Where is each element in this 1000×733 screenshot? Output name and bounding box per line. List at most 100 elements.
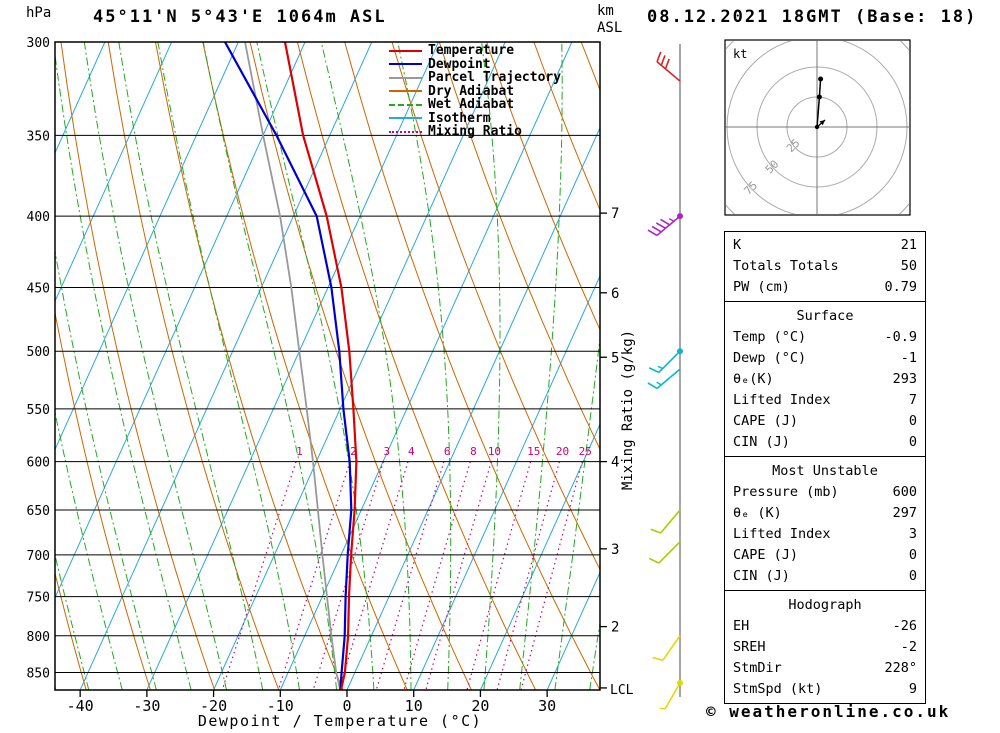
svg-text:10: 10 (488, 445, 501, 458)
pressure-tick-labels: 300 350 400 450 500 550 600 650 700 750 800 850 (27, 36, 50, 681)
svg-text:550: 550 (27, 403, 50, 418)
svg-text:10: 10 (405, 697, 423, 715)
svg-text:350: 350 (27, 129, 50, 144)
table-row-value: -0.9 (884, 329, 917, 345)
table-row-value: -26 (892, 618, 917, 634)
table-section: Surface Temp (°C) -0.9 Dewp (°C) -1 θₑ(K) 293 L… (724, 301, 926, 457)
table-section-header: Surface (796, 308, 854, 324)
table-row-value: -2 (900, 639, 917, 655)
legend-item-isotherm: Isotherm (389, 112, 561, 125)
svg-text:-20: -20 (200, 697, 227, 715)
wet-adiabat-lines (55, 42, 600, 690)
lcl-label: LCL (610, 683, 634, 698)
x-axis-label: Dewpoint / Temperature (°C) (197, 712, 483, 730)
legend-item-dewpoint: Dewpoint (389, 58, 561, 71)
svg-text:800: 800 (27, 630, 50, 645)
legend-label: Isotherm (428, 110, 491, 126)
legend-swatch (389, 130, 422, 133)
svg-text:3: 3 (383, 445, 390, 458)
table-row-label: θₑ (K) (733, 505, 782, 521)
svg-text:25: 25 (579, 445, 592, 458)
table-section: Most Unstable Pressure (mb) 600 θₑ (K) 297 Li… (724, 456, 926, 591)
legend-label: Dry Adiabat (428, 83, 515, 99)
legend-item-wet-adiabat: Wet Adiabat (389, 98, 561, 111)
table-row-label: Lifted Index (733, 526, 831, 542)
svg-text:300: 300 (27, 36, 50, 51)
svg-text:1: 1 (296, 445, 303, 458)
legend-label: Temperature (428, 43, 515, 58)
table-section: K 21 Totals Totals 50 PW (cm) 0.79 (724, 231, 926, 302)
table-row: θₑ(K) 293 (725, 369, 925, 390)
table-row: Pressure (mb) 600 (725, 482, 925, 503)
altitude-axis-unit-km: km (597, 3, 614, 19)
indices-table: K 21 Totals Totals 50 PW (cm) 0.79 Surface Temp… (724, 231, 926, 704)
table-row-label: Temp (°C) (733, 329, 807, 345)
table-row: Temp (°C) -0.9 (725, 327, 925, 348)
table-row-value: 293 (892, 371, 917, 387)
table-row: CAPE (J) 0 (725, 411, 925, 432)
svg-text:30: 30 (538, 697, 556, 715)
table-row: CAPE (J) 0 (725, 545, 925, 566)
legend-swatch (389, 117, 422, 119)
svg-text:15: 15 (527, 445, 540, 458)
table-row-label: EH (733, 618, 750, 634)
svg-text:-10: -10 (267, 697, 294, 715)
plot-border (54, 41, 601, 691)
table-row-value: 600 (892, 484, 917, 500)
table-row-label: θₑ(K) (733, 371, 774, 387)
legend-label: Dewpoint (428, 56, 491, 72)
hodograph-trace (816, 78, 822, 128)
table-row: θₑ (K) 297 (725, 503, 925, 524)
table-row-label: StmDir (733, 660, 782, 676)
svg-text:2: 2 (611, 620, 619, 636)
altitude-axis-unit-asl: ASL (597, 20, 623, 36)
svg-text:600: 600 (27, 456, 50, 471)
table-row-value: 9 (908, 681, 917, 697)
table-row-label: K (733, 237, 742, 253)
parcel-trajectory-curve (244, 42, 342, 690)
run-datetime: 08.12.2021 18GMT (Base: 18) (647, 7, 978, 27)
table-row-label: CAPE (J) (733, 547, 799, 563)
svg-text:8: 8 (470, 445, 477, 458)
legend-label: Mixing Ratio (428, 124, 522, 139)
table-row-label: CAPE (J) (733, 413, 799, 429)
svg-text:3: 3 (611, 542, 619, 558)
isotherm-lines (55, 42, 600, 690)
table-row-value: 7 (908, 392, 917, 408)
legend-swatch (389, 76, 422, 79)
wind-barb-column (647, 44, 683, 710)
svg-text:500: 500 (27, 345, 50, 360)
legend-item-parcel-trajectory: Parcel Trajectory (389, 71, 561, 84)
legend-swatch (389, 103, 422, 106)
legend-label: Parcel Trajectory (428, 70, 562, 85)
table-row-label: Pressure (mb) (733, 484, 839, 500)
table-row-value: 0 (908, 568, 917, 584)
temperature-tick-labels: -40 -30 -20 -10 0 10 20 30 (67, 690, 556, 715)
svg-text:2: 2 (350, 445, 357, 458)
km-tick-labels: 7 6 5 4 3 2 (600, 206, 619, 636)
legend-swatch (389, 63, 422, 65)
table-row: Totals Totals 50 (725, 256, 925, 277)
legend-swatch (389, 49, 422, 52)
table-section-header: Most Unstable (772, 463, 878, 479)
table-row: K 21 (725, 235, 925, 256)
dewpoint-curve (224, 42, 353, 690)
altitude-axis-unit: km ASL (597, 3, 622, 37)
table-row: CIN (J) 0 (725, 432, 925, 453)
svg-text:0: 0 (342, 697, 351, 715)
table-row-label: Totals Totals (733, 258, 839, 274)
table-row-label: CIN (J) (733, 434, 790, 450)
svg-text:-30: -30 (133, 697, 160, 715)
table-row: SREH -2 (725, 637, 925, 658)
svg-text:6: 6 (444, 445, 451, 458)
table-row-value: 0.79 (884, 279, 917, 295)
table-row-value: 0 (908, 413, 917, 429)
table-row-label: PW (cm) (733, 279, 790, 295)
mixing-ratio-axis-label: Mixing Ratio (g/kg) (620, 329, 636, 491)
table-row-label: Dewp (°C) (733, 350, 807, 366)
svg-text:7: 7 (611, 206, 619, 222)
table-row-value: 3 (908, 526, 917, 542)
table-row: Lifted Index 7 (725, 390, 925, 411)
